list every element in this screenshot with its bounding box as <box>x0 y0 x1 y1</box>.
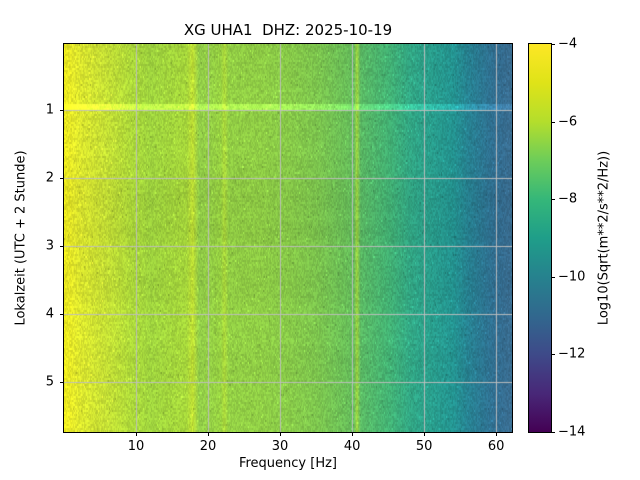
y-tick-mark <box>60 110 64 112</box>
x-tick-mark <box>496 432 498 436</box>
plot-title: XG UHA1 DHZ: 2025-10-19 <box>183 21 393 39</box>
y-tick-label: 2 <box>45 170 54 186</box>
colorbar-tick-mark <box>551 199 555 201</box>
colorbar-tick-mark <box>551 121 555 123</box>
y-tick-label: 5 <box>45 374 54 390</box>
y-tick-mark <box>60 246 64 248</box>
x-tick-label: 50 <box>415 439 433 454</box>
y-tick-label: 4 <box>45 306 54 322</box>
colorbar-tick-mark <box>551 354 555 356</box>
y-tick-label: 3 <box>45 238 54 254</box>
colorbar-tick-label: −6 <box>558 114 578 130</box>
spectrogram-heatmap <box>64 44 512 432</box>
colorbar-tick-label: −12 <box>558 346 586 362</box>
colorbar-tick-label: −14 <box>558 424 586 440</box>
x-tick-label: 10 <box>127 439 145 454</box>
colorbar-tick-label: −8 <box>558 191 578 207</box>
colorbar-tick-mark <box>551 44 555 45</box>
x-tick-label: 40 <box>343 439 361 454</box>
x-tick-mark <box>352 432 354 436</box>
y-tick-label: 1 <box>45 102 54 118</box>
y-tick-mark <box>60 178 64 180</box>
colorbar-tick-label: −10 <box>558 269 586 285</box>
colorbar <box>528 43 552 433</box>
x-tick-label: 20 <box>199 439 217 454</box>
colorbar-tick-mark <box>551 432 555 433</box>
colorbar-tick-label: −4 <box>558 36 578 52</box>
plot-area <box>63 43 513 433</box>
x-tick-label: 30 <box>271 439 289 454</box>
x-tick-mark <box>280 432 282 436</box>
x-axis-label: Frequency [Hz] <box>238 456 338 471</box>
y-tick-mark <box>60 314 64 316</box>
x-tick-mark <box>208 432 210 436</box>
x-tick-mark <box>136 432 138 436</box>
x-tick-mark <box>424 432 426 436</box>
y-tick-mark <box>60 382 64 384</box>
colorbar-gradient <box>529 44 551 432</box>
colorbar-label: Log10(Sqrt(m**2/s**2/Hz)) <box>596 150 612 326</box>
x-tick-label: 60 <box>487 439 505 454</box>
colorbar-tick-mark <box>551 276 555 278</box>
